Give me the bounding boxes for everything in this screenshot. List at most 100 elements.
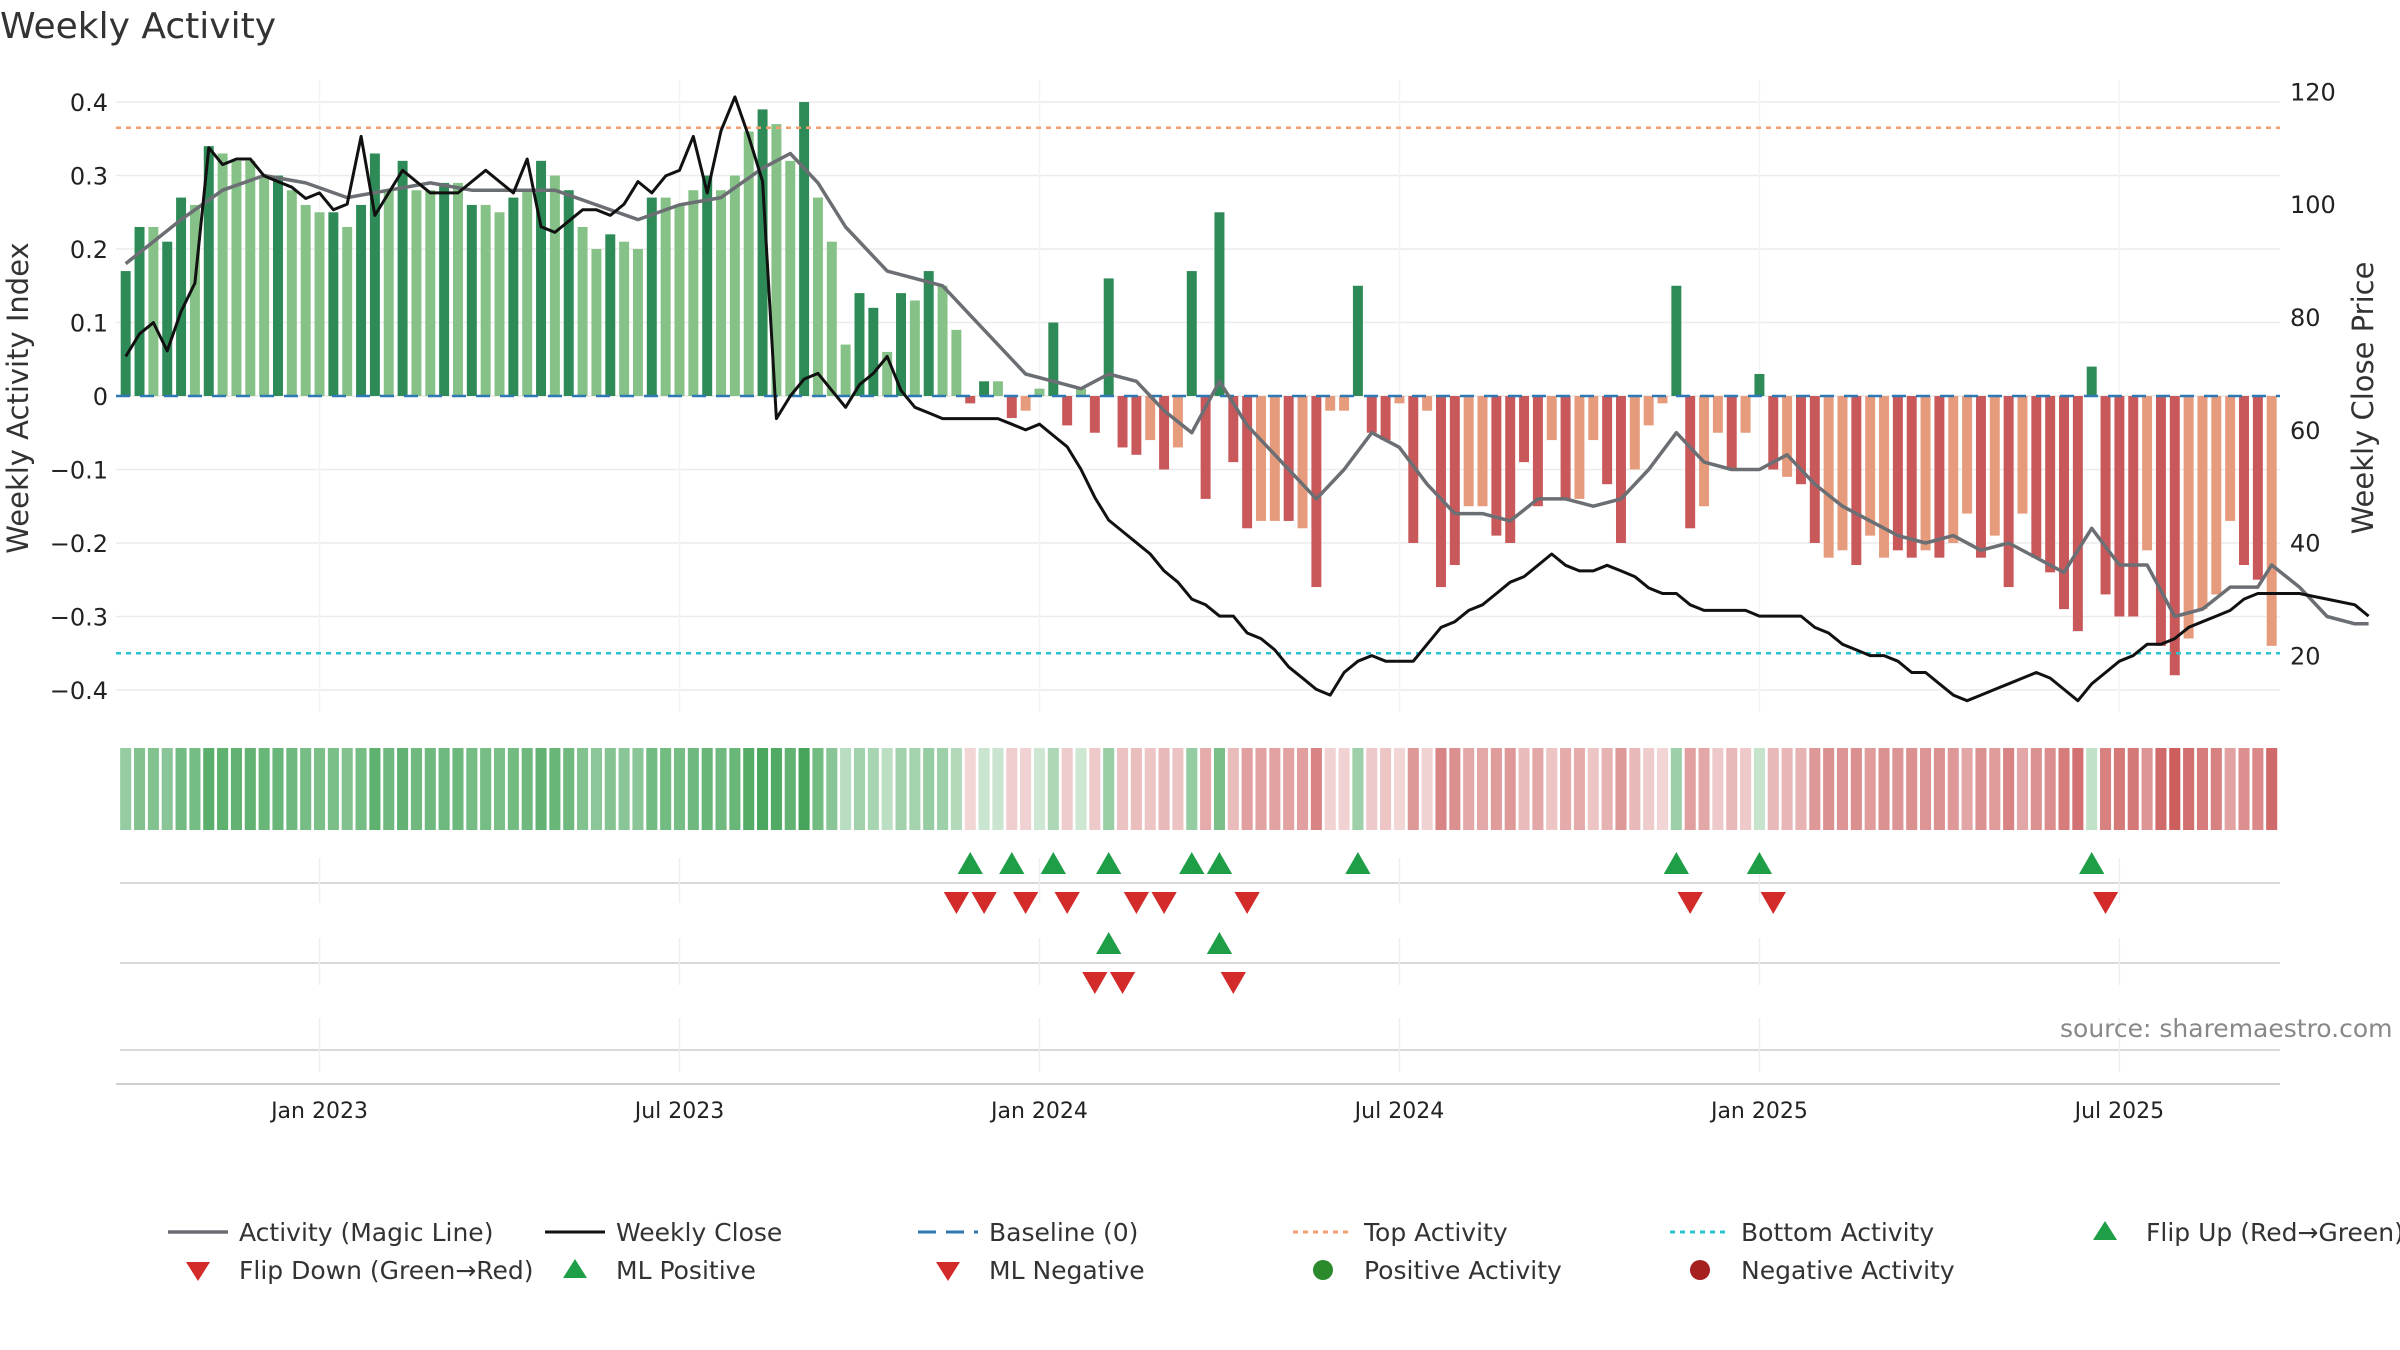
activity-bar (203, 146, 214, 396)
strip-cell (1075, 748, 1087, 830)
activity-bar (1948, 396, 1959, 543)
flip-up-marker (1746, 852, 1773, 874)
legend-label: Flip Down (Green→Red) (239, 1256, 534, 1285)
activity-bar (1034, 388, 1045, 396)
legend-item: Weekly Close (545, 1218, 782, 1247)
flip-up-marker (1040, 852, 1066, 874)
activity-bar (577, 226, 588, 396)
strip-cell (1740, 748, 1752, 830)
strip-cell (687, 748, 699, 830)
activity-bar (1089, 396, 1100, 433)
strip-cell (1352, 748, 1364, 830)
strip-cell (397, 748, 409, 830)
strip-cell (1186, 748, 1198, 830)
flip-up-marker (1179, 852, 1205, 874)
activity-bar (369, 153, 380, 396)
legend-item: Flip Down (Green→Red) (186, 1256, 534, 1285)
strip-cell (1283, 748, 1295, 830)
activity-bar (965, 396, 976, 404)
strip-cell (2127, 748, 2139, 830)
flip-up-marker (1663, 852, 1690, 874)
strip-cell (673, 748, 686, 830)
activity-bar (2072, 396, 2083, 632)
legend-swatch-dot-red (1690, 1260, 1710, 1280)
activity-heat-strip (120, 748, 2278, 830)
strip-cell (1989, 748, 2001, 830)
legend-item: ML Positive (563, 1256, 756, 1285)
activity-bar (646, 197, 657, 396)
strip-cell (341, 748, 353, 830)
time-axis: Jan 2023 Jul 2023 Jan 2024 Jul 2024 Jan 2025… (116, 1083, 2280, 1124)
y-tick-label: −0.2 (50, 530, 108, 558)
activity-bar (1505, 396, 1516, 543)
y-tick-label: 0.3 (70, 163, 108, 191)
activity-bar (1186, 271, 1197, 396)
activity-bar (2045, 396, 2056, 573)
legend-label: Positive Activity (1364, 1256, 1562, 1285)
x-tick-label: Jan 2025 (1709, 1099, 1808, 1124)
strip-cell (978, 748, 990, 830)
activity-bar (1131, 396, 1142, 455)
strip-cell (1836, 748, 1849, 830)
y-tick-label: 0.1 (70, 310, 108, 338)
strip-cell (1823, 748, 1835, 830)
activity-bar (1214, 212, 1225, 396)
strip-cell (2016, 748, 2029, 830)
flip-down-marker (2092, 892, 2119, 914)
strip-cell (1366, 748, 1378, 830)
strip-cell (881, 748, 893, 830)
strip-cell (1144, 748, 1156, 830)
activity-bar (1574, 396, 1585, 499)
legend-swatch-triangle-down (936, 1262, 960, 1281)
y-right-tick-label: 20 (2290, 643, 2321, 671)
activity-bar (494, 212, 505, 396)
strip-cell (438, 748, 450, 830)
strip-cell (1560, 748, 1572, 830)
activity-bar (1020, 396, 1031, 411)
strip-cell (701, 748, 713, 830)
activity-bar (1532, 396, 1543, 507)
activity-bar (2142, 396, 2153, 551)
strip-cell (1753, 748, 1765, 830)
activity-bar (120, 271, 131, 396)
strip-cell (2169, 748, 2181, 830)
strip-cell (1947, 748, 1959, 830)
strip-cell (646, 748, 658, 830)
strip-cell (2113, 748, 2125, 830)
activity-bar (2169, 396, 2180, 676)
activity-bar (1643, 396, 1654, 426)
strip-cell (1961, 748, 1973, 830)
strip-cell (1643, 748, 1655, 830)
activity-bar (1989, 396, 2000, 536)
activity-bar (2003, 396, 2014, 588)
activity-bar (439, 182, 450, 396)
flip-down-marker (1123, 892, 1150, 914)
activity-bar (162, 241, 173, 396)
strip-cell (452, 748, 464, 830)
legend-swatch-triangle-down (186, 1262, 210, 1281)
strip-cell (577, 748, 589, 830)
strip-cell (175, 748, 187, 830)
activity-bar (522, 190, 533, 396)
strip-cell (410, 748, 422, 830)
legend-item: Activity (Magic Line) (168, 1218, 493, 1247)
activity-bar (1906, 396, 1917, 558)
legend-label: Bottom Activity (1741, 1218, 1934, 1247)
activity-bar (231, 160, 242, 396)
strip-cell (992, 748, 1004, 830)
strip-cell (1393, 748, 1405, 830)
activity-bar (591, 249, 602, 396)
strip-cell (2030, 748, 2042, 830)
series-lines (124, 95, 2370, 703)
activity-bar (743, 131, 754, 396)
activity-bar (2225, 396, 2236, 521)
legend-swatch-triangle-up (563, 1259, 587, 1278)
strip-cell (1518, 748, 1530, 830)
strip-cell (715, 748, 727, 830)
activity-bar (1256, 396, 1266, 521)
activity-bar (2017, 396, 2028, 514)
y-tick-label: −0.1 (50, 456, 108, 484)
activity-bar (771, 124, 782, 397)
activity-bar (1519, 396, 1530, 463)
activity-bar (1699, 396, 1710, 507)
